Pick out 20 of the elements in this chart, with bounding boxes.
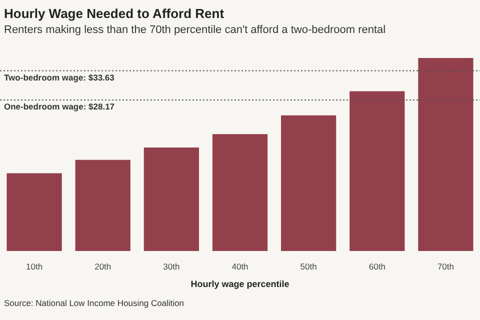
bar <box>350 91 405 251</box>
x-tick-label: 40th <box>232 261 249 272</box>
x-tick-label: 30th <box>163 261 180 272</box>
x-tick-label: 50th <box>300 261 318 272</box>
bar <box>144 148 199 251</box>
chart-title: Hourly Wage Needed to Afford Rent <box>4 6 226 21</box>
bar <box>6 173 62 251</box>
bar <box>212 134 268 251</box>
x-axis-title: Hourly wage percentile <box>190 279 290 290</box>
x-tick-label: 10th <box>26 261 43 272</box>
source-note: Source: National Low Income Housing Coalition <box>4 298 186 308</box>
x-tick-label: 60th <box>368 261 386 272</box>
chart-subtitle: Renters making less than the 70th percentile can't afford a two-bedroom rental <box>4 24 387 36</box>
bar <box>75 160 130 251</box>
bar <box>281 115 336 251</box>
x-tick-label: 20th <box>94 261 112 272</box>
ref-line-label: One-bedroom wage: $28.17 <box>4 102 115 112</box>
bar <box>418 58 474 251</box>
x-tick-label: 70th <box>437 261 454 272</box>
ref-line-label: Two-bedroom wage: $33.63 <box>4 72 115 82</box>
